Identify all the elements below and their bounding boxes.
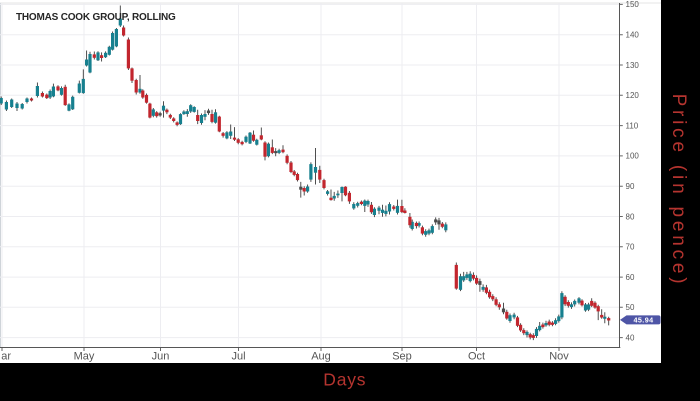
svg-text:100: 100	[626, 152, 640, 161]
svg-text:140: 140	[626, 31, 640, 40]
svg-text:120: 120	[626, 91, 640, 100]
svg-text:Jul: Jul	[231, 351, 245, 363]
svg-text:Price (in pence): Price (in pence)	[668, 94, 689, 288]
svg-text:70: 70	[626, 243, 635, 252]
svg-text:80: 80	[626, 212, 635, 221]
svg-text:ar: ar	[1, 351, 11, 363]
svg-text:45.94: 45.94	[634, 315, 654, 324]
svg-text:110: 110	[626, 121, 639, 130]
svg-text:THOMAS COOK GROUP, ROLLING: THOMAS COOK GROUP, ROLLING	[16, 12, 176, 23]
svg-text:May: May	[74, 351, 95, 363]
svg-text:Aug: Aug	[311, 351, 331, 363]
svg-text:Sep: Sep	[392, 351, 412, 363]
svg-text:Days: Days	[323, 370, 366, 390]
svg-text:Oct: Oct	[468, 351, 485, 363]
svg-text:50: 50	[626, 303, 635, 312]
svg-text:Jun: Jun	[152, 351, 170, 363]
svg-text:130: 130	[626, 61, 640, 70]
svg-text:150: 150	[626, 0, 640, 9]
svg-text:90: 90	[626, 182, 635, 191]
svg-text:40: 40	[626, 333, 635, 342]
svg-text:Nov: Nov	[549, 351, 569, 363]
svg-text:60: 60	[626, 273, 635, 282]
